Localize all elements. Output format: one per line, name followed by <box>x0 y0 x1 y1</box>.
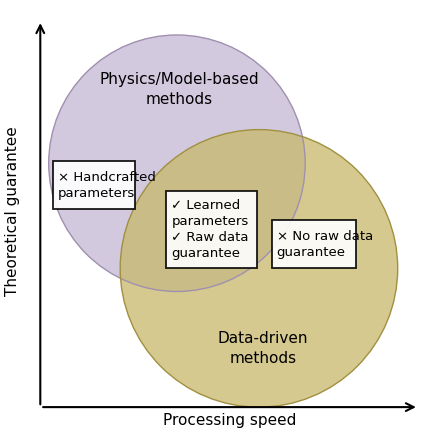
Circle shape <box>120 130 398 407</box>
Text: × No raw data
guarantee: × No raw data guarantee <box>277 230 373 259</box>
Text: ✓ Learned
parameters
✓ Raw data
guarantee: ✓ Learned parameters ✓ Raw data guarante… <box>172 199 249 260</box>
FancyBboxPatch shape <box>166 191 257 268</box>
Text: × Handcrafted
parameters: × Handcrafted parameters <box>58 171 156 200</box>
Text: Processing speed: Processing speed <box>163 413 296 428</box>
FancyBboxPatch shape <box>272 220 356 268</box>
Text: Theoretical guarantee: Theoretical guarantee <box>5 127 20 297</box>
Circle shape <box>49 35 305 291</box>
Text: Data-driven
methods: Data-driven methods <box>218 331 308 366</box>
FancyBboxPatch shape <box>53 161 135 209</box>
Text: Physics/Model-based
methods: Physics/Model-based methods <box>99 72 259 107</box>
